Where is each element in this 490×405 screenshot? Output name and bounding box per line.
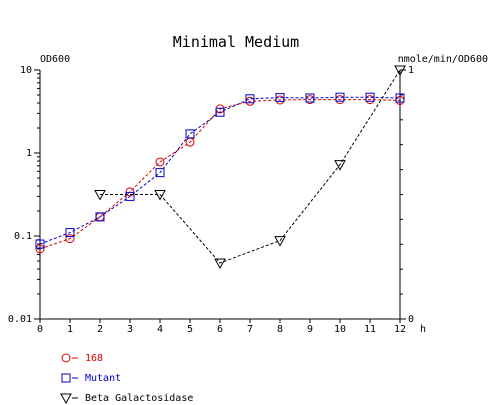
data-point [305, 93, 315, 103]
x-tick-label: 8 [277, 324, 283, 335]
y-left-axis-label: OD600 [40, 54, 70, 65]
x-tick-label: 6 [217, 324, 223, 335]
data-point [35, 239, 45, 249]
x-tick-label: 0 [37, 324, 43, 335]
x-tick-label: 5 [187, 324, 193, 335]
x-tick-label: 12 [394, 324, 406, 335]
y-left-tick-label: 1 [26, 148, 32, 159]
data-point [245, 94, 255, 104]
x-tick-label: 3 [127, 324, 133, 335]
data-point [35, 244, 45, 254]
data-point [95, 212, 105, 222]
data-point [185, 129, 195, 139]
data-point [275, 93, 285, 103]
x-tick-label: 7 [247, 324, 253, 335]
data-point [125, 191, 135, 201]
data-point [395, 93, 405, 103]
y-right-tick-label: 0 [408, 314, 414, 325]
series-0 [35, 95, 405, 254]
legend-item: Mutant [61, 373, 121, 384]
data-point [394, 65, 406, 77]
x-tick-label: 1 [67, 324, 73, 335]
legend: 168 Mutant Beta Galactosidase [60, 353, 193, 405]
legend-item: Beta Galactosidase [60, 393, 193, 405]
y-left-tick-label: 10 [20, 65, 32, 76]
series-line [39, 96, 401, 245]
legend-marker [61, 353, 71, 363]
data-point [335, 92, 345, 102]
data-point [334, 160, 346, 171]
legend-marker [61, 373, 71, 383]
data-point [65, 234, 75, 244]
y-right-axis-label: nmole/min/OD600 [398, 54, 488, 65]
data-point [365, 92, 375, 102]
legend-marker [60, 393, 72, 405]
data-point [155, 168, 165, 178]
series-2 [94, 65, 406, 270]
series-line [100, 69, 401, 264]
x-tick-label: 10 [334, 324, 346, 335]
x-tick-label: 2 [97, 324, 103, 335]
x-tick-label: 9 [307, 324, 313, 335]
data-point [94, 190, 106, 201]
legend-label: 168 [85, 353, 103, 364]
y-left-tick-label: 0.01 [8, 314, 32, 325]
series-1 [35, 92, 405, 249]
data-point [214, 258, 226, 270]
data-point [274, 236, 286, 247]
x-tick-label: 11 [364, 324, 376, 335]
y-left-tick-label: 0.1 [14, 231, 32, 242]
series-layer [35, 65, 406, 270]
legend-label: Beta Galactosidase [85, 393, 193, 404]
y-right-tick-label: 1 [408, 65, 414, 76]
series-line [39, 99, 401, 250]
chart-title: Minimal Medium [173, 33, 299, 51]
legend-label: Mutant [85, 373, 121, 384]
data-point [65, 228, 75, 238]
data-point [155, 157, 165, 167]
data-point [215, 107, 225, 117]
legend-item: 168 [61, 353, 103, 364]
data-point [154, 190, 166, 201]
x-tick-label: 4 [157, 324, 163, 335]
x-axis-label: h [420, 324, 426, 335]
